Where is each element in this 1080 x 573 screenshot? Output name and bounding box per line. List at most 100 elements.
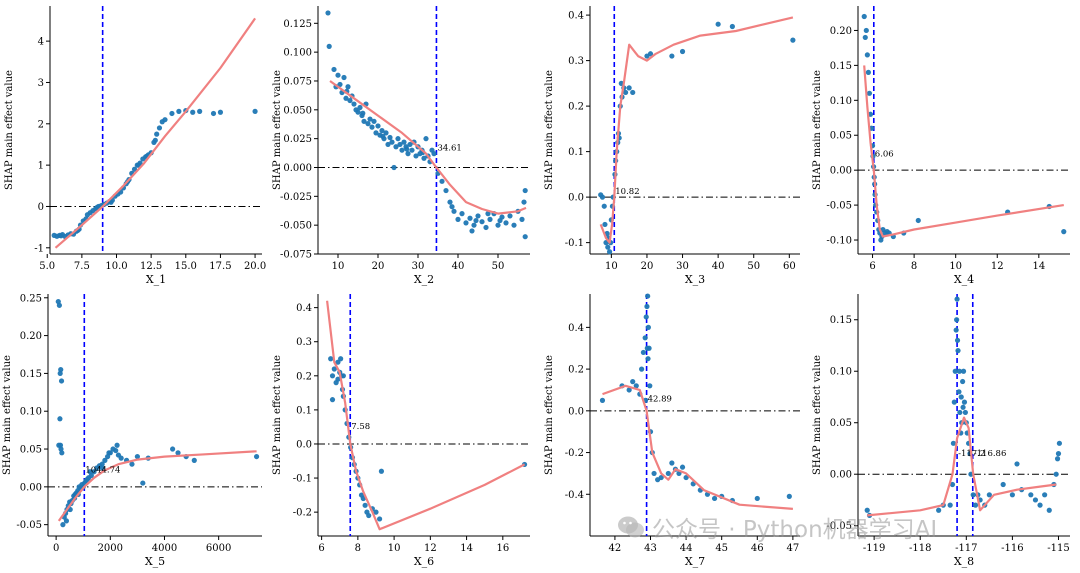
- x-tick-label: 10: [949, 261, 962, 272]
- x-tick-label: 16: [496, 543, 509, 554]
- data-point: [475, 213, 481, 219]
- data-point: [960, 404, 966, 410]
- x-tick-label: 30: [412, 261, 425, 272]
- data-point: [365, 121, 371, 127]
- data-point: [362, 502, 368, 508]
- crossing-value-label: 34.61: [437, 144, 461, 154]
- x-tick-label: 10.0: [105, 261, 127, 272]
- data-point: [954, 317, 960, 323]
- data-point: [1055, 451, 1062, 457]
- x-tick-label: 5.0: [39, 261, 55, 272]
- data-point: [683, 474, 689, 481]
- x-axis-label: X_7: [685, 555, 705, 568]
- data-point: [639, 366, 645, 372]
- crossing-value-label: 1044.74: [85, 466, 120, 476]
- data-point: [114, 442, 120, 448]
- data-point: [367, 116, 373, 122]
- data-point: [521, 199, 527, 205]
- chart-panel-4: -0.10 -0.05 0.00 0.05 0.10 0.15 0.20 6 8 10 12 14 X_…: [812, 6, 1070, 286]
- fit-curve: [54, 17, 257, 249]
- y-tick-label: 0.05: [830, 131, 852, 142]
- x-tick-label: 8: [355, 543, 361, 554]
- data-point: [380, 133, 386, 139]
- data-point: [191, 457, 197, 463]
- data-point: [954, 337, 961, 343]
- y-tick-label: 0.05: [830, 418, 852, 429]
- x-tick-label: -115: [1047, 543, 1069, 554]
- x-tick-label: 40: [712, 261, 725, 272]
- chart-panel-1: -1 0 1 2 3 4 5.0 7.5 10.0 12.5 15.0 17.5 20.0 X_1 SHAP…: [4, 6, 266, 286]
- y-tick-label: 0.15: [20, 369, 42, 380]
- y-tick-label: -0.05: [16, 520, 42, 531]
- y-axis-label: SHAP main effect value: [544, 355, 555, 475]
- data-point: [190, 109, 196, 115]
- data-point: [519, 216, 525, 222]
- y-tick-label: 0.2: [296, 371, 312, 382]
- x-tick-label: 12: [424, 543, 437, 554]
- fit-curve: [329, 80, 527, 215]
- chart-panel-3: -0.1 0.0 0.1 0.2 0.3 0.4 10 20 30 40 50 60 X_3 SHAP m…: [544, 6, 800, 286]
- x-axis-label: X_6: [414, 555, 434, 568]
- data-point: [343, 95, 349, 101]
- data-point: [955, 348, 961, 354]
- data-point: [790, 37, 796, 43]
- data-point: [956, 389, 962, 395]
- data-point: [210, 110, 217, 117]
- data-point: [495, 222, 501, 228]
- y-tick-label: 0.2: [568, 365, 584, 376]
- data-point: [463, 220, 469, 226]
- y-tick-label: 3: [38, 78, 44, 89]
- x-tick-label: -119: [863, 543, 885, 554]
- x-tick-label: 60: [783, 261, 796, 272]
- data-point: [503, 220, 509, 226]
- data-point: [335, 72, 341, 78]
- data-point: [961, 399, 968, 405]
- crossing-value-label: -117.2: [958, 449, 985, 459]
- data-point: [328, 356, 334, 362]
- y-tick-label: 0.10: [830, 367, 852, 378]
- data-point: [522, 234, 528, 240]
- x-tick-label: 42: [609, 543, 622, 554]
- data-point: [94, 204, 100, 210]
- x-tick-label: 43: [644, 543, 657, 554]
- y-tick-label: 0.075: [283, 76, 312, 87]
- data-point: [1053, 471, 1059, 477]
- x-tick-label: 47: [787, 543, 800, 554]
- data-point: [960, 368, 967, 374]
- data-point: [599, 194, 606, 200]
- data-point: [951, 399, 957, 405]
- data-point: [863, 27, 869, 34]
- chart-panel-6: -0.2 -0.1 0.0 0.1 0.2 0.3 0.4 6 8 10 12 14 16 X_6 SHAP…: [272, 294, 530, 568]
- x-tick-label: 7.5: [74, 261, 90, 272]
- y-tick-label: -0.1: [293, 474, 312, 485]
- x-tick-label: 46: [751, 543, 764, 554]
- data-point: [861, 13, 867, 20]
- y-tick-label: 0: [38, 202, 44, 213]
- x-tick-label: 20.0: [244, 261, 266, 272]
- data-point: [397, 141, 403, 148]
- x-axis-label: X_3: [685, 273, 705, 286]
- x-tick-label: 0: [53, 543, 59, 554]
- y-axis-label: SHAP main effect value: [2, 355, 13, 475]
- y-tick-label: 0.20: [830, 26, 852, 37]
- y-axis-label: SHAP main effect value: [544, 70, 555, 190]
- data-point: [1000, 481, 1006, 488]
- data-point: [471, 222, 477, 228]
- data-point: [421, 155, 427, 161]
- y-tick-label: 0.050: [283, 105, 312, 116]
- y-tick-label: -0.1: [565, 238, 584, 249]
- data-point: [377, 516, 383, 522]
- y-tick-label: -0.025: [280, 192, 312, 203]
- data-point: [1042, 492, 1048, 498]
- y-tick-label: 4: [38, 37, 44, 48]
- data-point: [338, 356, 344, 362]
- y-axis-label: SHAP main effect value: [812, 355, 823, 475]
- data-point: [152, 137, 158, 143]
- data-point: [385, 141, 391, 148]
- data-point: [957, 409, 963, 416]
- data-point: [371, 118, 377, 124]
- y-axis-label: SHAP main effect value: [812, 70, 823, 190]
- data-point: [1014, 461, 1020, 467]
- data-point: [252, 108, 258, 114]
- data-point: [449, 204, 455, 210]
